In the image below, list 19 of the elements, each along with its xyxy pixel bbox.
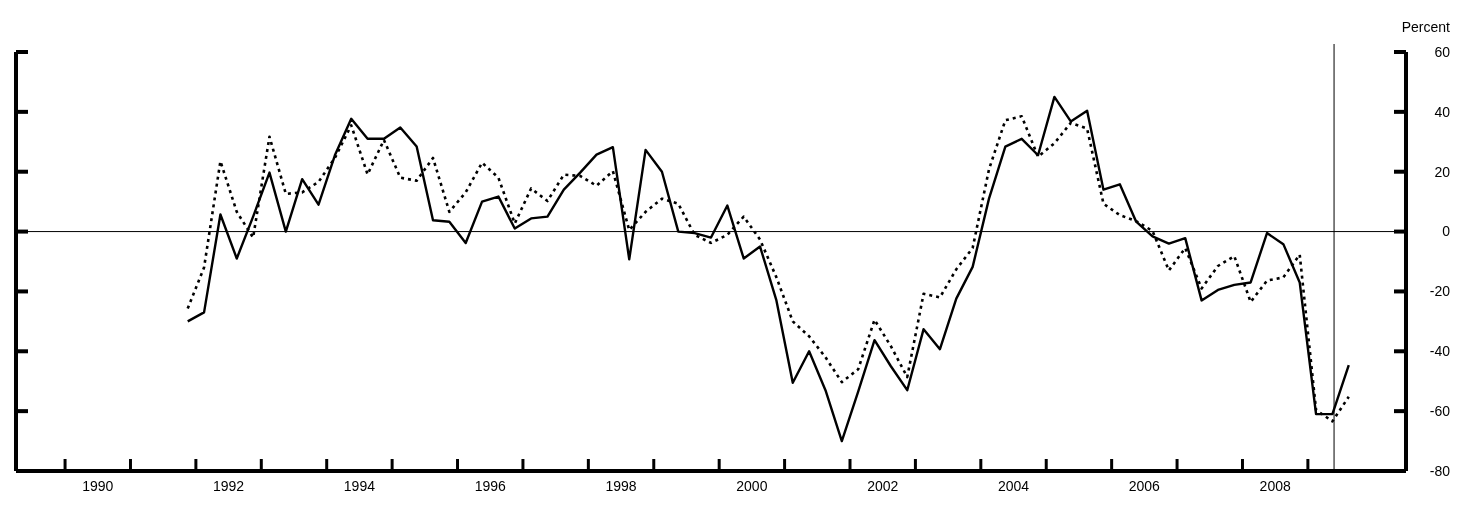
x-tick-label: 2008: [1259, 478, 1291, 494]
y-tick-label: 20: [1434, 163, 1451, 180]
y-tick-label: 40: [1434, 103, 1451, 120]
y-tick-label: -60: [1429, 403, 1451, 420]
x-tick-label: 2002: [867, 478, 899, 494]
y-tick-label: -40: [1429, 343, 1451, 360]
y-tick-label: 0: [1442, 223, 1451, 240]
x-tick-label: 1992: [213, 478, 245, 494]
x-tick-label: 1990: [82, 478, 114, 494]
x-tick-label: 1996: [474, 478, 507, 494]
x-tick-label: 1998: [605, 478, 637, 494]
x-tick-label: 2004: [997, 478, 1030, 494]
y-tick-label: -20: [1429, 283, 1451, 300]
y-tick-label: 60: [1434, 43, 1451, 60]
x-tick-label: 2006: [1128, 478, 1161, 494]
x-tick-label: 1994: [343, 478, 376, 494]
y-tick-label: -80: [1429, 462, 1451, 479]
x-tick-label: 2000: [736, 478, 768, 494]
y-axis-title: Percent: [1401, 19, 1451, 35]
